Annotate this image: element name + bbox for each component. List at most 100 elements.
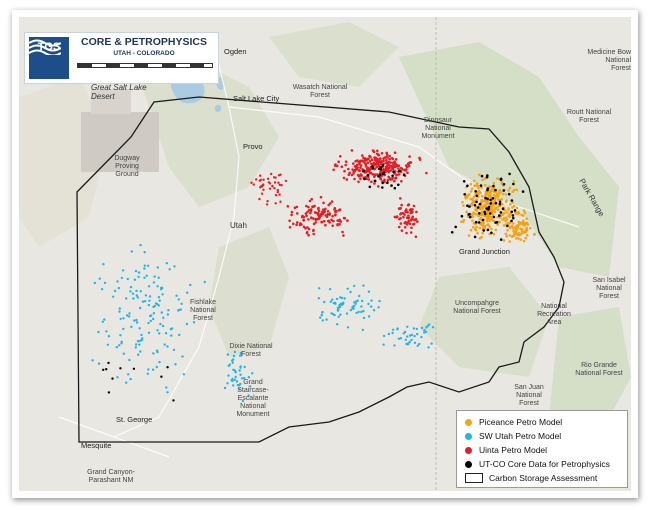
sw-utah-point (144, 300, 147, 303)
sw-utah-point (115, 346, 119, 349)
piceance-point (524, 236, 527, 240)
sw-utah-point (138, 343, 141, 346)
uinta-point (314, 218, 318, 222)
label-fishlake: Fishlake National Forest (189, 299, 217, 322)
label-dixie: Dixie National Forest (229, 343, 273, 358)
sw-utah-point (131, 292, 135, 295)
sw-utah-point (163, 343, 166, 346)
uinta-point (397, 173, 401, 176)
sw-utah-point (161, 286, 164, 290)
piceance-point (504, 219, 507, 223)
sw-utah-point (165, 386, 168, 389)
piceance-point (511, 222, 515, 225)
piceance-point (516, 233, 520, 237)
uinta-point (277, 174, 281, 177)
piceance-point (476, 231, 479, 235)
map-frame: TGS CORE & PETROPHYSICS UTAH - COLORADO … (12, 10, 638, 498)
core-data-point (474, 190, 478, 193)
sw-utah-point (234, 375, 237, 379)
piceance-point (473, 184, 476, 187)
well-points-layer (91, 149, 536, 403)
legend-dot-icon (465, 432, 472, 440)
core-data-point (512, 216, 515, 220)
sw-utah-point (139, 339, 142, 342)
piceance-point (475, 182, 479, 185)
uinta-point (398, 217, 401, 221)
sw-utah-point (152, 317, 155, 321)
piceance-point (525, 221, 529, 225)
sw-utah-point (165, 262, 168, 265)
uinta-point (347, 173, 351, 176)
uinta-point (373, 156, 376, 159)
map-canvas[interactable]: TGS CORE & PETROPHYSICS UTAH - COLORADO … (19, 17, 631, 491)
core-data-point (382, 171, 386, 175)
uinta-point (379, 177, 383, 181)
uinta-point (400, 203, 404, 207)
uinta-point (393, 151, 397, 154)
piceance-point (499, 198, 503, 201)
uinta-point (382, 157, 385, 160)
sw-utah-point (122, 327, 125, 331)
uinta-point (307, 218, 310, 221)
uinta-point (330, 200, 334, 203)
core-data-point (481, 218, 485, 222)
core-data-point (484, 196, 487, 200)
sw-utah-point (239, 373, 242, 376)
label-uncompahgre: Uncompahgre National Forest (453, 300, 501, 315)
core-data-point (466, 204, 469, 207)
sw-utah-point (159, 322, 162, 326)
piceance-point (484, 192, 488, 195)
core-data-point (489, 198, 492, 202)
sw-utah-point (382, 334, 386, 338)
sw-utah-point (247, 376, 251, 379)
uinta-point (355, 167, 358, 170)
uinta-point (397, 164, 401, 167)
sw-utah-point (147, 303, 151, 307)
uinta-point (367, 157, 370, 161)
core-data-point (107, 391, 111, 394)
sw-utah-point (128, 312, 131, 315)
sw-utah-point (251, 372, 254, 375)
uinta-point (382, 159, 385, 163)
uinta-point (317, 209, 321, 213)
sw-utah-point (412, 327, 415, 330)
piceance-point (511, 206, 514, 209)
core-data-point (498, 200, 502, 204)
uinta-point (394, 176, 398, 180)
uinta-point (385, 165, 389, 168)
uinta-point (366, 161, 370, 165)
core-data-point (381, 186, 384, 189)
map-subtitle: UTAH - COLORADO (113, 50, 175, 57)
uinta-point (389, 169, 393, 172)
sw-utah-point (152, 281, 156, 284)
sw-utah-point (367, 302, 370, 306)
uinta-point (405, 208, 408, 212)
sw-utah-point (102, 263, 105, 266)
uinta-point (305, 204, 308, 208)
label-grand-canyon: Grand Canyon-Parashant NM (87, 469, 135, 484)
piceance-point (522, 209, 526, 212)
uinta-point (412, 222, 416, 226)
sw-utah-point (122, 317, 125, 320)
piceance-point (489, 192, 493, 195)
piceance-point (496, 195, 500, 198)
label-rio-grande: Rio Grande National Forest (575, 362, 623, 377)
sw-utah-point (360, 299, 364, 303)
sw-utah-point (367, 290, 371, 293)
sw-utah-point (146, 372, 149, 375)
sw-utah-point (97, 330, 100, 334)
uinta-point (389, 161, 393, 164)
sw-utah-point (170, 334, 173, 337)
uinta-point (402, 215, 405, 219)
sw-utah-point (238, 369, 241, 372)
core-data-point (102, 368, 105, 371)
sw-utah-point (138, 306, 142, 310)
piceance-point (513, 231, 516, 234)
uinta-point (320, 220, 323, 224)
uinta-point (300, 215, 304, 219)
uinta-point (306, 210, 309, 214)
sw-utah-point (152, 312, 156, 315)
uinta-point (310, 197, 314, 201)
core-data-point (363, 177, 366, 181)
uinta-point (350, 149, 354, 152)
